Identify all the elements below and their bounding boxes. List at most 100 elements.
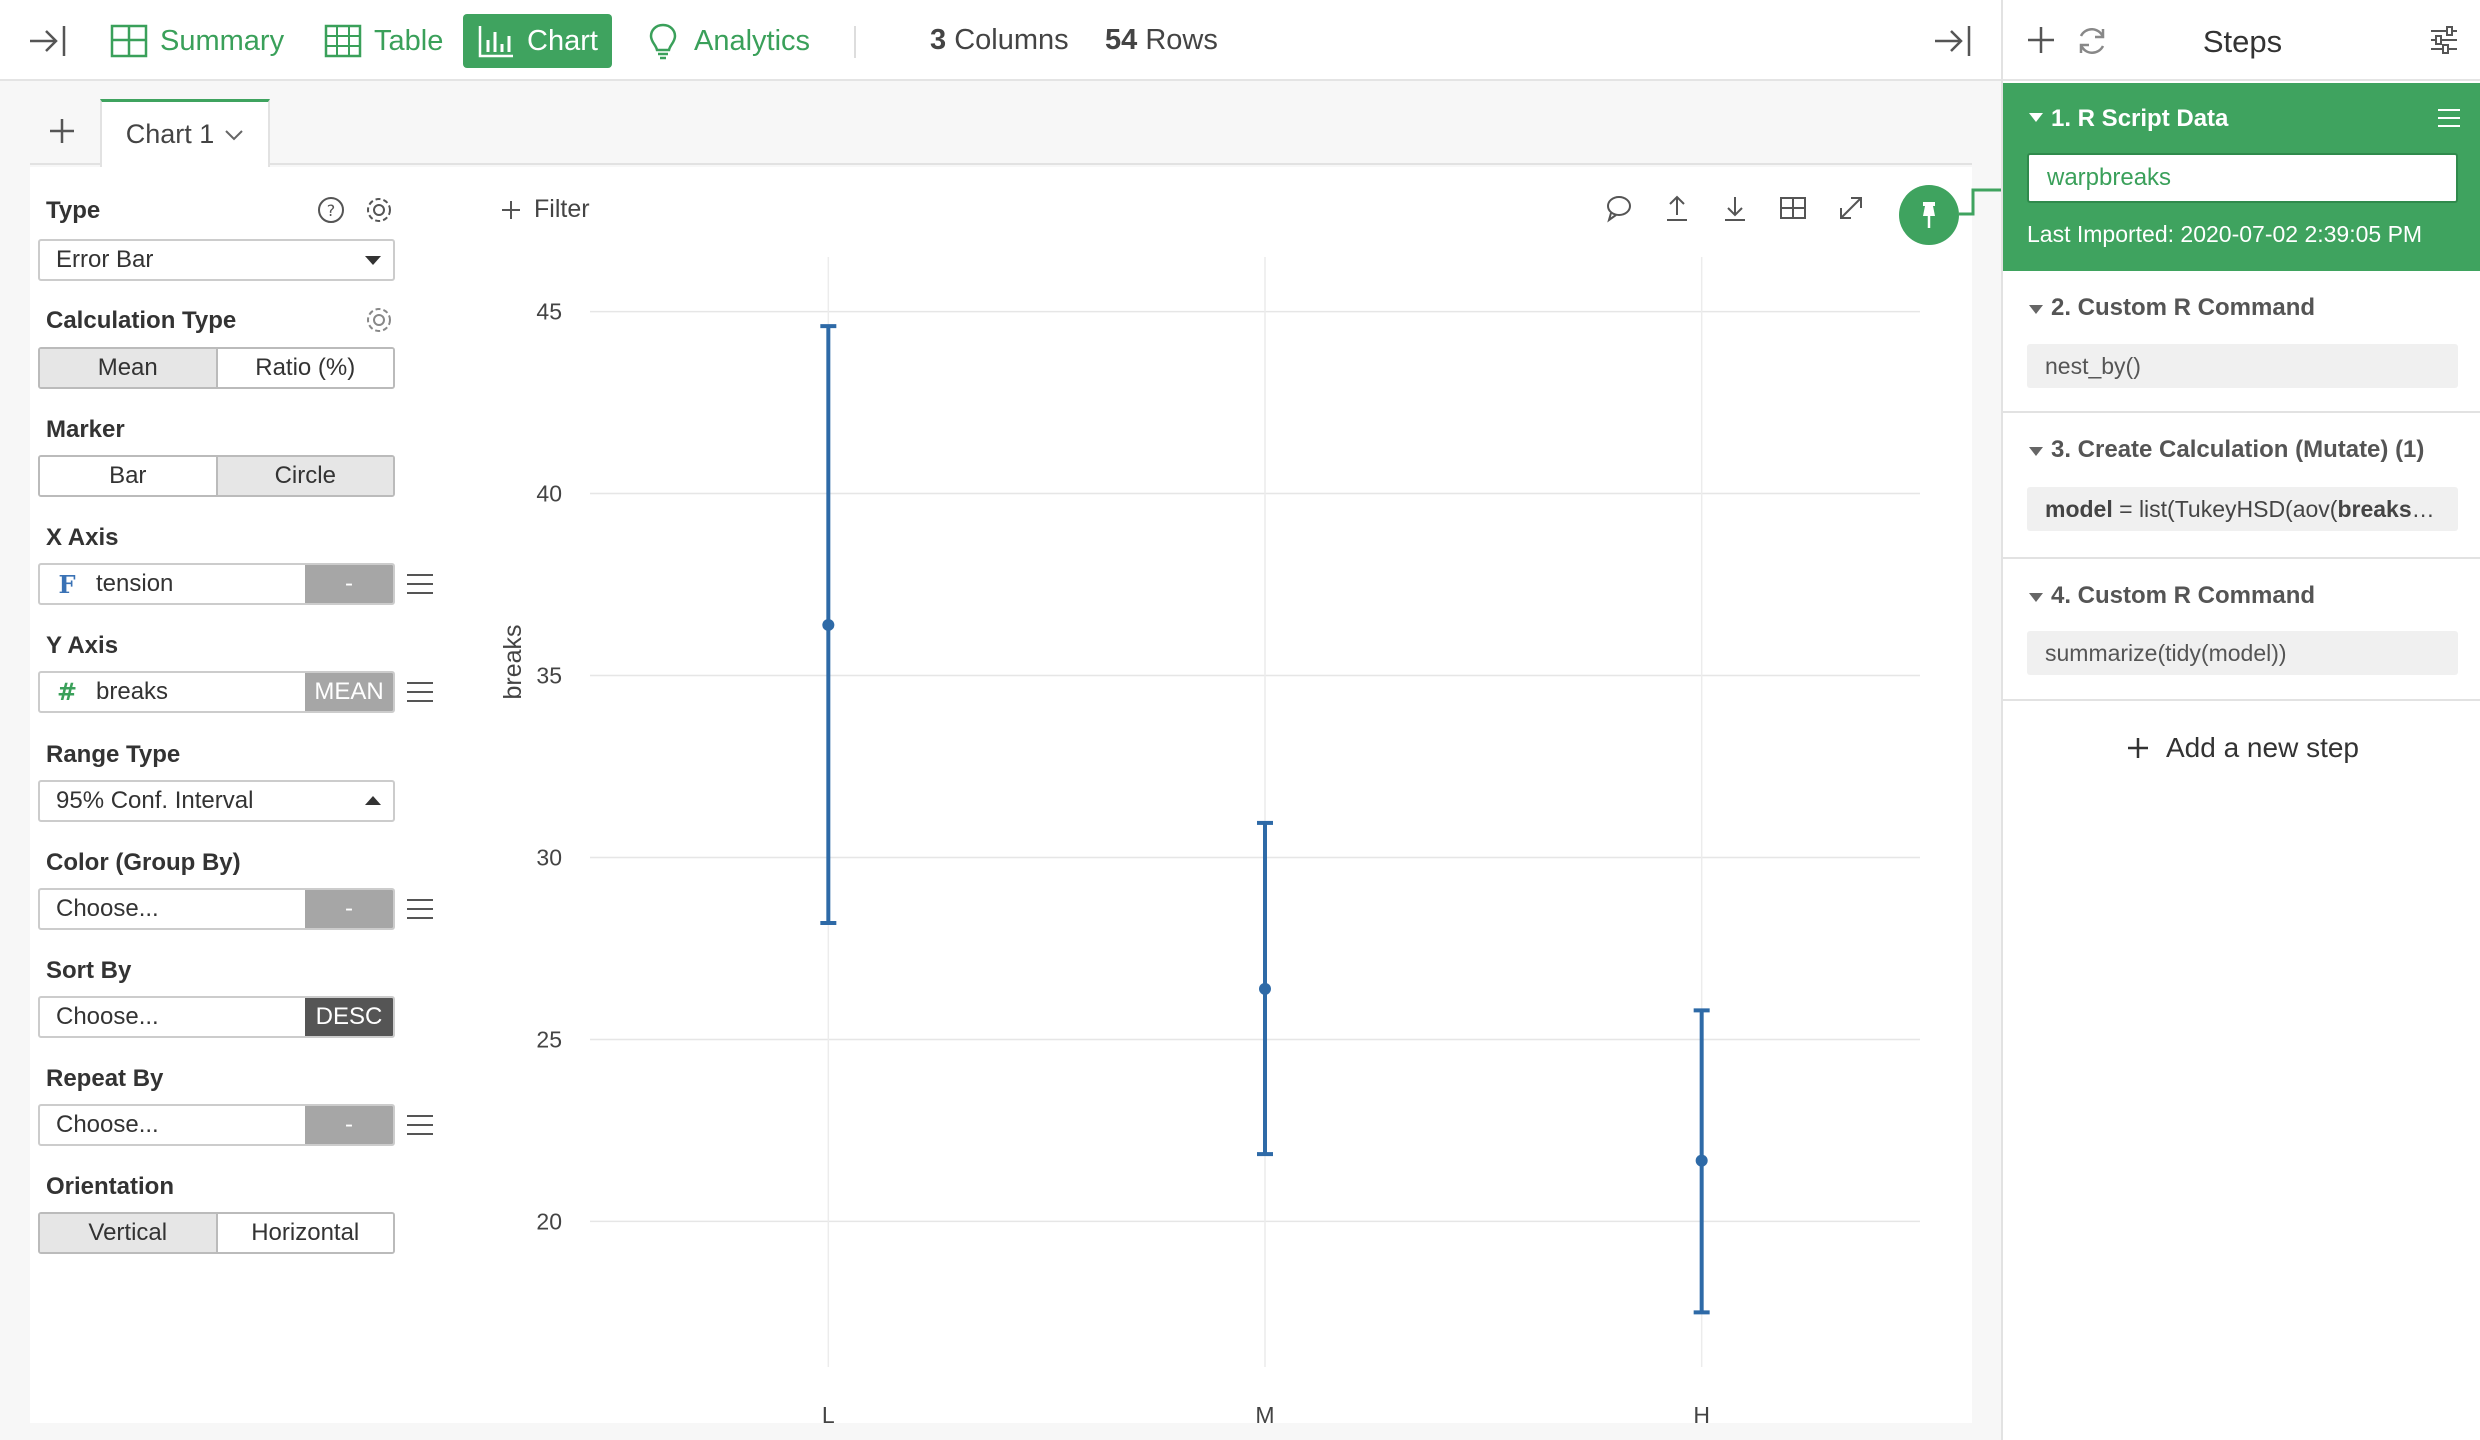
calc-mean-option[interactable]: Mean	[40, 349, 216, 387]
pin-button[interactable]	[1899, 185, 1959, 245]
tab-chart-1-label: Chart 1	[125, 119, 215, 149]
sort-order-button[interactable]: DESC	[305, 998, 393, 1036]
lightbulb-icon	[649, 23, 677, 60]
upload-icon[interactable]	[1662, 193, 1692, 223]
expand-icon[interactable]	[1836, 193, 1866, 223]
step-menu-icon[interactable]	[2438, 109, 2460, 127]
table-icon	[324, 24, 362, 58]
refresh-icon[interactable]	[2075, 24, 2109, 58]
nav-analytics-label: Analytics	[694, 24, 811, 57]
pin-connector-line	[1959, 188, 2001, 216]
add-step-button[interactable]: Add a new step	[2003, 732, 2480, 764]
repeat-menu-icon[interactable]	[407, 1115, 433, 1137]
sort-field[interactable]: Choose... DESC	[38, 996, 395, 1038]
svg-text:?: ?	[327, 201, 336, 220]
steps-title: Steps	[2202, 24, 2283, 59]
orientation-vertical-option[interactable]: Vertical	[40, 1214, 216, 1252]
collapse-right-icon[interactable]	[1933, 22, 1973, 60]
color-column[interactable]: Choose...	[40, 890, 305, 928]
add-step-label: Add a new step	[2165, 732, 2360, 763]
row-count: 54 Rows	[1105, 24, 1218, 57]
x-axis-field[interactable]: F tension -	[38, 563, 395, 605]
nav-summary[interactable]: Summary	[96, 14, 298, 68]
help-icon[interactable]: ?	[316, 195, 346, 225]
comment-icon[interactable]	[1604, 193, 1634, 223]
sort-value: Choose...	[56, 1003, 159, 1030]
caret-up-icon	[365, 796, 381, 805]
orientation-label: Orientation	[46, 1173, 175, 1200]
row-count-value: 54	[1105, 24, 1138, 56]
collapse-triangle-icon[interactable]	[2029, 593, 2043, 602]
step-custom-r-command-2[interactable]: 4. Custom R Command summarize(tidy(model…	[2003, 559, 2480, 701]
step-r-script-data[interactable]: 1. R Script Data warpbreaks Last Importe…	[2003, 83, 2480, 271]
nav-analytics[interactable]: Analytics	[630, 14, 824, 68]
range-type-label: Range Type	[46, 741, 181, 768]
y-axis-field[interactable]: # breaks MEAN	[38, 671, 395, 713]
table-view-icon[interactable]	[1778, 193, 1808, 223]
chart-type-select[interactable]: Error Bar	[38, 239, 395, 281]
y-tick-label: 30	[536, 844, 562, 870]
y-axis-label: Y Axis	[46, 632, 119, 659]
marker-circle-option[interactable]: Circle	[215, 457, 393, 495]
plus-icon	[2127, 738, 2148, 758]
add-tab-icon[interactable]	[44, 113, 80, 149]
tab-chart-1[interactable]: Chart 1	[100, 99, 270, 167]
step-custom-r-command-1[interactable]: 2. Custom R Command nest_by()	[2003, 271, 2480, 413]
step-1-value[interactable]: warpbreaks	[2027, 153, 2458, 203]
bar-chart-icon	[478, 26, 513, 58]
sort-column[interactable]: Choose...	[40, 998, 305, 1036]
step-3-value-bold2: breaks	[2337, 495, 2412, 522]
y-axis-aggregate[interactable]: MEAN	[305, 673, 393, 711]
chevron-down-icon	[225, 129, 243, 140]
summary-icon	[110, 24, 148, 58]
collapse-left-icon[interactable]	[28, 22, 68, 60]
gear-icon[interactable]	[364, 195, 394, 225]
download-icon[interactable]	[1720, 193, 1750, 223]
step-3-value-rest: = list(TukeyHSD(aov(	[2112, 495, 2338, 522]
column-count: 3 Columns	[930, 24, 1069, 57]
sort-label: Sort By	[46, 957, 132, 984]
chart-type-value: Error Bar	[56, 246, 154, 273]
calc-ratio-option[interactable]: Ratio (%)	[215, 349, 393, 387]
x-axis-aggregate[interactable]: -	[305, 565, 393, 603]
calc-gear-icon[interactable]	[364, 305, 394, 335]
color-field[interactable]: Choose... -	[38, 888, 395, 930]
add-icon[interactable]	[2025, 24, 2057, 56]
marker-bar-option[interactable]: Bar	[40, 457, 216, 495]
color-aggregate[interactable]: -	[305, 890, 393, 928]
color-menu-icon[interactable]	[407, 899, 433, 921]
collapse-triangle-icon[interactable]	[2029, 305, 2043, 314]
repeat-column[interactable]: Choose...	[40, 1106, 305, 1144]
step-3-value: model = list(TukeyHSD(aov(breaks ~ tensi…	[2027, 487, 2458, 531]
repeat-field[interactable]: Choose... -	[38, 1104, 395, 1146]
nav-chart[interactable]: Chart	[463, 14, 612, 68]
range-type-value: 95% Conf. Interval	[56, 787, 254, 814]
steps-header: Steps	[2003, 0, 2480, 81]
step-create-calculation[interactable]: 3. Create Calculation (Mutate) (1) model…	[2003, 413, 2480, 559]
y-tick-label: 45	[536, 299, 562, 325]
factor-type-icon: F	[58, 569, 76, 599]
sliders-icon[interactable]	[2428, 24, 2460, 56]
step-2-value: nest_by()	[2027, 344, 2458, 388]
marker-toggle: Bar Circle	[38, 455, 395, 497]
collapse-triangle-icon[interactable]	[2029, 113, 2043, 122]
nav-table[interactable]: Table	[310, 14, 457, 68]
step-2-title: 2. Custom R Command	[2051, 294, 2316, 321]
step-1-title: 1. R Script Data	[2051, 105, 2229, 132]
filter-button[interactable]: Filter	[500, 195, 590, 224]
column-count-label: Columns	[954, 24, 1069, 56]
y-axis-title: breaks	[499, 624, 527, 699]
mean-point	[1695, 1154, 1708, 1167]
nav-summary-label: Summary	[160, 24, 285, 57]
step-3-expression: model = list(TukeyHSD(aov(breaks ~ tensi…	[2045, 496, 2440, 523]
range-type-select[interactable]: 95% Conf. Interval	[38, 780, 395, 822]
y-axis-column[interactable]: # breaks	[40, 673, 305, 711]
x-axis-value: tension	[96, 570, 174, 597]
repeat-aggregate[interactable]: -	[305, 1106, 393, 1144]
orientation-horizontal-option[interactable]: Horizontal	[215, 1214, 393, 1252]
marker-label: Marker	[46, 416, 125, 443]
x-axis-column[interactable]: F tension	[40, 565, 305, 603]
y-axis-menu-icon[interactable]	[407, 682, 433, 704]
x-axis-menu-icon[interactable]	[407, 574, 433, 596]
collapse-triangle-icon[interactable]	[2029, 447, 2043, 456]
